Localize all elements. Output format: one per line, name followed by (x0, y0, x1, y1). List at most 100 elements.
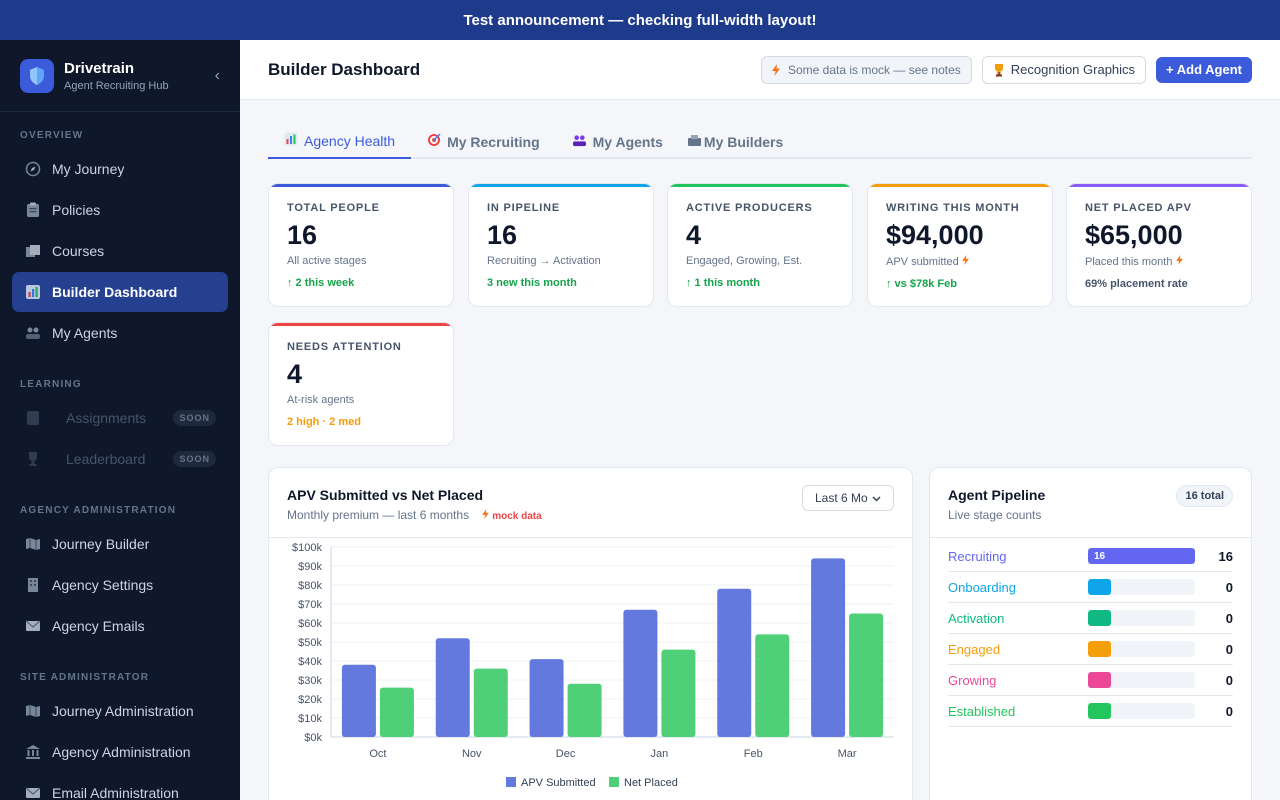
notebook-icon (24, 409, 42, 427)
soon-badge: SOON (173, 410, 216, 426)
pipeline-row-recruiting[interactable]: Recruiting 16 16 (948, 541, 1233, 572)
stat-label: TOTAL PEOPLE (287, 202, 380, 214)
y-tick-label: $80k (298, 580, 322, 592)
sidebar-item-agency-emails[interactable]: Agency Emails (12, 606, 228, 646)
add-agent-button[interactable]: + Add Agent (1156, 56, 1252, 83)
pipeline-bar-track (1088, 703, 1195, 719)
pipeline-bar-fill (1088, 703, 1111, 719)
stat-card-needs-attention: NEEDS ATTENTION 4 At-risk agents 2 high … (268, 322, 454, 446)
stat-card-writing-this-month: WRITING THIS MONTH $94,000 APV submitted… (867, 183, 1053, 307)
sidebar-item-courses[interactable]: Courses (12, 231, 228, 271)
tab-agency-health[interactable]: Agency Health (268, 124, 412, 159)
tab-my-recruiting[interactable]: My Recruiting (411, 124, 556, 159)
sidebar-item-label: Agency Emails (52, 618, 145, 634)
tab-my-agents[interactable]: My Agents (556, 124, 679, 159)
mock-data-label: mock data (492, 511, 542, 522)
target-icon (427, 133, 441, 150)
pipeline-total-badge: 16 total (1176, 485, 1233, 507)
bank-icon (24, 743, 42, 761)
soon-badge: SOON (173, 451, 216, 467)
stat-value: 4 (287, 359, 303, 389)
stat-label: ACTIVE PRODUCERS (686, 202, 813, 214)
pipeline-row-established[interactable]: Established 0 (948, 696, 1233, 727)
x-tick-label: Oct (369, 748, 386, 760)
mock-data-notice[interactable]: Some data is mock — see notes (761, 55, 972, 84)
pipeline-bar-fill: 16 (1088, 548, 1195, 564)
card-accent (668, 184, 852, 187)
apv-chart-panel: APV Submitted vs Net Placed Monthly prem… (268, 467, 913, 800)
stat-card-total-people: TOTAL PEOPLE 16 All active stages ↑ 2 th… (268, 183, 454, 307)
pipeline-stage-count: 0 (1225, 672, 1233, 688)
range-select[interactable]: Last 6 Mo (802, 485, 894, 511)
y-tick-label: $40k (298, 656, 322, 668)
envelope-icon (24, 617, 42, 635)
card-accent (1067, 184, 1251, 187)
people-icon (24, 324, 42, 342)
bar-apv-submitted-jan (623, 609, 658, 737)
bar-net-placed-nov (473, 668, 508, 737)
stat-trend: ↑ vs $78k Feb (886, 278, 957, 290)
recognition-graphics-button[interactable]: Recognition Graphics (981, 55, 1147, 84)
tab-my-builders[interactable]: My Builders (679, 124, 799, 159)
brand-subtitle: Agent Recruiting Hub (64, 79, 169, 92)
tab-label: My Recruiting (447, 133, 540, 150)
recognition-graphics-label: Recognition Graphics (1010, 62, 1136, 77)
pipeline-bar-fill (1088, 579, 1111, 595)
y-tick-label: $60k (298, 618, 322, 630)
page-title: Builder Dashboard (268, 59, 421, 79)
sidebar-item-policies[interactable]: Policies (12, 190, 228, 230)
builder-icon (687, 134, 702, 150)
lightning-icon (1175, 255, 1183, 268)
stat-trend: 2 high · 2 med (287, 416, 361, 428)
sidebar-item-email-administration[interactable]: Email Administration (12, 773, 228, 800)
y-tick-label: $10k (298, 713, 322, 725)
pipeline-stage-label: Growing (948, 672, 997, 688)
pipeline-stage-label: Recruiting (948, 548, 1007, 564)
y-tick-label: $90k (298, 561, 322, 573)
stat-card-net-placed-apv: NET PLACED APV $65,000 Placed this month… (1066, 183, 1252, 307)
sidebar-item-label: Policies (52, 202, 101, 218)
sidebar-item-journey-builder[interactable]: Journey Builder (12, 524, 228, 564)
pipeline-row-growing[interactable]: Growing 0 (948, 665, 1233, 696)
stat-value: 4 (686, 220, 702, 250)
x-tick-label: Jan (651, 748, 669, 760)
sidebar-item-assignments[interactable]: Assignments SOON (12, 398, 228, 438)
sidebar-item-builder-dashboard[interactable]: Builder Dashboard (12, 272, 228, 312)
collapse-sidebar-icon[interactable]: ‹ (214, 66, 220, 84)
section-overview: OVERVIEW (20, 130, 84, 141)
stat-subtext: At-risk agents (287, 394, 355, 406)
sidebar-item-agency-administration[interactable]: Agency Administration (12, 732, 228, 772)
section-site-administrator: SITE ADMINISTRATOR (20, 672, 150, 683)
sidebar-item-agency-settings[interactable]: Agency Settings (12, 565, 228, 605)
pipeline-row-activation[interactable]: Activation 0 (948, 603, 1233, 634)
shield-logo-icon (20, 58, 54, 93)
envelope-icon (24, 784, 42, 800)
sidebar-item-label: Leaderboard (66, 451, 146, 467)
announcement-banner: Test announcement — checking full-width … (0, 0, 1280, 40)
pipeline-row-engaged[interactable]: Engaged 0 (948, 634, 1233, 665)
card-accent (469, 184, 653, 187)
stat-trend: ↑ 1 this month (686, 277, 760, 289)
pipeline-stage-count: 16 (1218, 548, 1233, 564)
stat-value: $65,000 (1085, 220, 1183, 250)
section-learning: LEARNING (20, 379, 82, 390)
stat-subtext-label: Placed this month (1085, 256, 1173, 268)
chart-subtitle-row: Monthly premium — last 6 months mock dat… (287, 508, 894, 522)
sidebar-item-label: Agency Settings (52, 577, 154, 593)
sidebar-item-leaderboard[interactable]: Leaderboard SOON (12, 439, 228, 479)
sidebar: Drivetrain Agent Recruiting Hub ‹ OVERVI… (0, 40, 240, 800)
sidebar-item-label: Assignments (66, 410, 147, 426)
pipeline-stage-count: 0 (1225, 610, 1233, 626)
pipeline-row-onboarding[interactable]: Onboarding 0 (948, 572, 1233, 603)
x-tick-label: Nov (462, 748, 482, 760)
stat-subtext: All active stages (287, 255, 367, 267)
stat-value: 16 (487, 220, 518, 250)
stat-trend: ↑ 2 this week (287, 277, 355, 289)
bar-apv-submitted-nov (435, 638, 470, 737)
sidebar-item-journey-administration[interactable]: Journey Administration (12, 691, 228, 731)
y-tick-label: $0k (304, 732, 322, 744)
stat-subtext: Recruiting → Activation (487, 255, 601, 267)
bar-chart-icon (284, 132, 298, 149)
sidebar-item-my-agents[interactable]: My Agents (12, 313, 228, 353)
sidebar-item-my-journey[interactable]: My Journey (12, 149, 228, 189)
